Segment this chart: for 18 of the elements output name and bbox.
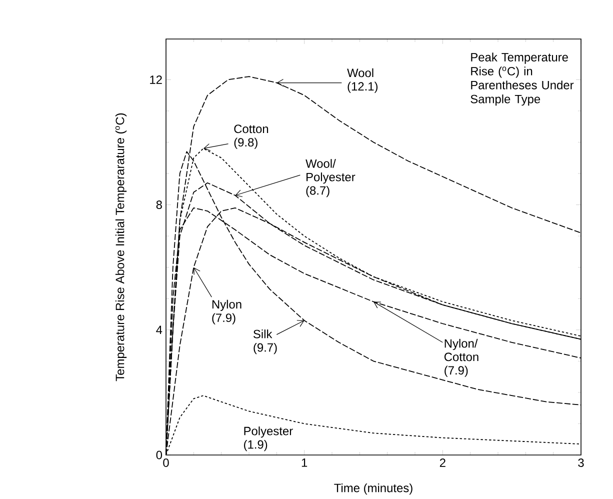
x-tick-label: 0 — [163, 458, 169, 467]
series-label: Cotton (9.8) — [234, 124, 268, 149]
series-label: Polyester (1.9) — [244, 426, 293, 452]
y-tick-label: 12 — [150, 75, 162, 84]
annotation: Peak Temperature Rise ($^{o}$C) in Parentheses Under Sample Type — [470, 52, 574, 106]
text: Silk (9.7) — [254, 330, 277, 354]
x-tick-label: 2 — [440, 458, 446, 467]
x-tick-label: 3 — [578, 458, 584, 467]
series-label: Nylon (7.9) — [212, 300, 242, 324]
x-tick-label: 1 — [302, 458, 308, 467]
y-tick-label: 0 — [156, 450, 162, 460]
text: Wool (12.1) — [347, 68, 378, 93]
y-tick-label: 4 — [156, 326, 162, 334]
text: Wool/ Polyester (8.7) — [306, 159, 356, 198]
y-tick-label: 8 — [156, 200, 162, 209]
x-axis-title: Time (minutes) — [334, 483, 412, 495]
y-axis-title: Temperature Rise Above Initial Temperarature ($^{o}$C) — [115, 113, 127, 382]
series-label: Nylon/ Cotton (7.9) — [444, 338, 478, 377]
